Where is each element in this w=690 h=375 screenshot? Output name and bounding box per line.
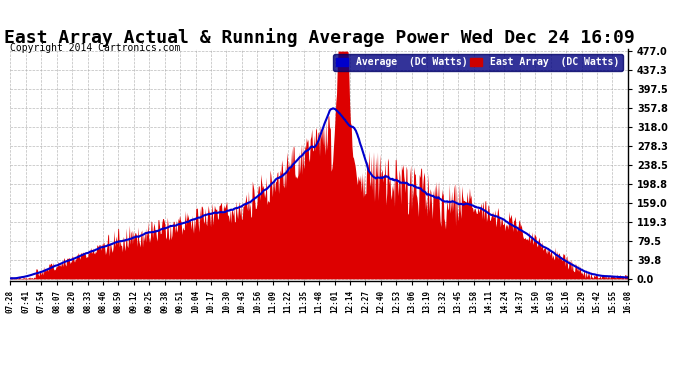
Title: East Array Actual & Running Average Power Wed Dec 24 16:09: East Array Actual & Running Average Powe… (3, 28, 635, 47)
Legend: Average  (DC Watts), East Array  (DC Watts): Average (DC Watts), East Array (DC Watts… (333, 54, 623, 71)
Text: Copyright 2014 Cartronics.com: Copyright 2014 Cartronics.com (10, 43, 181, 52)
